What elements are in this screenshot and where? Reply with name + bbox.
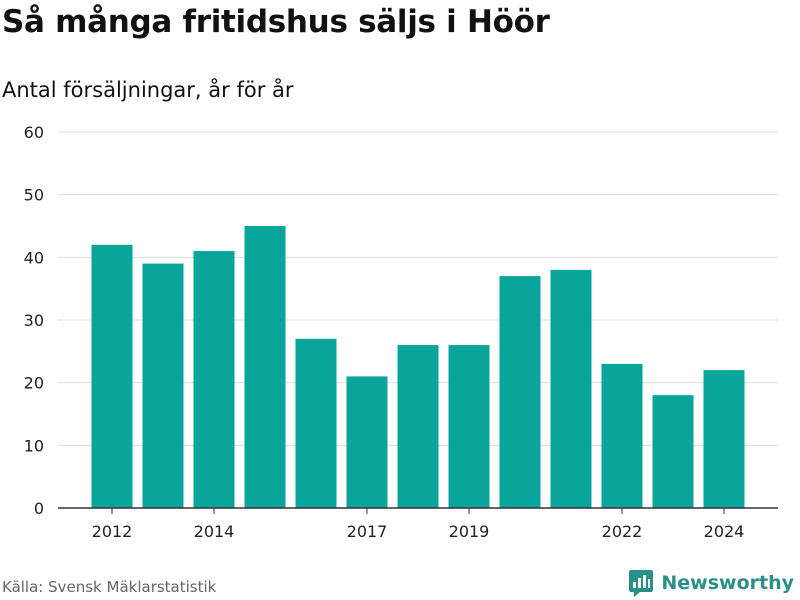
chart-subtitle: Antal försäljningar, år för år	[2, 78, 294, 102]
y-tick-label: 30	[24, 311, 44, 330]
x-tick-label: 2024	[704, 522, 745, 541]
bar	[244, 226, 286, 508]
brand: Newsworthy	[628, 568, 794, 598]
bar-chart: 0 10 20 30 40 50 60 2012 2014 2017 2019 2022 2024	[24, 123, 778, 541]
bar	[193, 251, 235, 509]
bar	[448, 345, 490, 508]
bar	[499, 276, 541, 508]
brand-name: Newsworthy	[661, 572, 794, 594]
bar	[601, 363, 643, 508]
bars	[91, 226, 745, 509]
source-note: Källa: Svensk Mäklarstatistik	[2, 578, 217, 596]
bar	[142, 263, 184, 508]
newsworthy-logo-icon	[629, 570, 654, 597]
bar	[550, 269, 592, 508]
bar	[295, 338, 337, 508]
y-tick-label: 40	[24, 248, 44, 267]
bar	[397, 345, 439, 508]
bar	[346, 376, 388, 508]
axes: 0 10 20 30 40 50 60 2012 2014 2017 2019 2022 2024	[24, 123, 778, 541]
y-tick-label: 10	[24, 436, 44, 455]
x-tick-label: 2012	[92, 522, 133, 541]
y-tick-label: 20	[24, 374, 44, 393]
chart-title: Så många fritidshus säljs i Höör	[2, 4, 550, 40]
y-tick-label: 50	[24, 186, 44, 205]
x-tick-label: 2017	[347, 522, 388, 541]
x-tick-label: 2022	[602, 522, 643, 541]
x-tick-label: 2019	[449, 522, 490, 541]
x-tick-label: 2014	[194, 522, 235, 541]
bar	[703, 370, 745, 508]
y-tick-label: 60	[24, 123, 44, 142]
bar	[652, 395, 694, 508]
bar	[91, 244, 133, 509]
y-tick-label: 0	[34, 499, 44, 518]
